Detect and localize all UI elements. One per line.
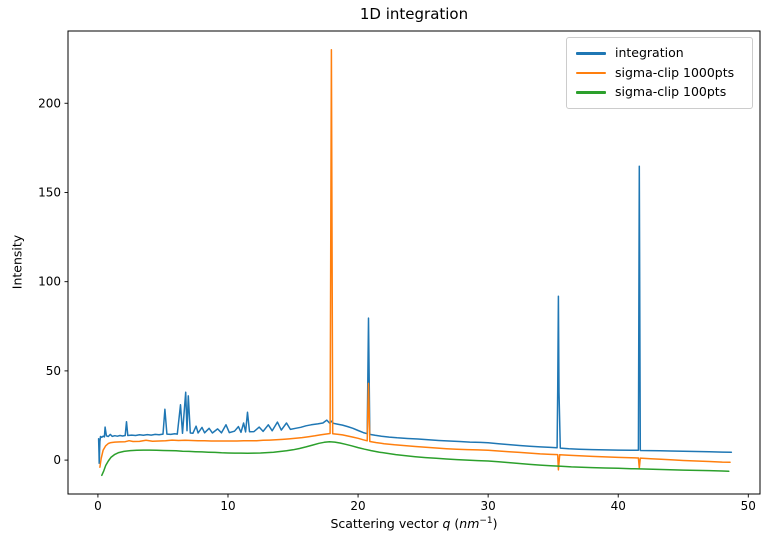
y-tick-label: 100 <box>38 275 61 289</box>
x-tick-label: 50 <box>741 499 756 513</box>
legend-line-integration-icon <box>576 52 606 55</box>
x-axis-ticks: 0 10 20 30 40 50 <box>94 494 756 513</box>
y-tick-label: 0 <box>53 453 61 467</box>
legend-label-sigma-clip-100pts: sigma-clip 100pts <box>615 84 727 100</box>
legend-item-sigma-clip-100pts: sigma-clip 100pts <box>576 86 752 99</box>
legend-line-sigma-clip-100pts-icon <box>576 91 606 94</box>
x-tick-label: 40 <box>611 499 626 513</box>
chart-title: 1D integration <box>359 5 469 23</box>
x-axis-label-unit: nm <box>459 516 480 532</box>
legend-label-integration: integration <box>615 45 684 61</box>
x-tick-label: 20 <box>350 499 365 513</box>
x-tick-label: 30 <box>481 499 496 513</box>
plot-border <box>67 30 761 495</box>
x-tick-label: 10 <box>220 499 235 513</box>
y-tick-label: 200 <box>38 96 61 110</box>
series-line-sigma-clip-100pts <box>101 440 730 477</box>
series-lines <box>97 48 733 477</box>
x-axis-label-text: Scattering vector <box>330 516 443 532</box>
x-tick-label: 0 <box>94 499 102 513</box>
y-tick-label: 150 <box>38 185 61 199</box>
series-line-integration <box>97 165 733 465</box>
y-axis-label: Intensity <box>9 234 25 290</box>
legend-line-sigma-clip-1000pts-icon <box>576 71 606 75</box>
x-axis-label-paren: ( <box>450 516 460 532</box>
x-axis-label-exponent: −1 <box>479 516 493 526</box>
y-tick-label: 50 <box>46 364 61 378</box>
x-axis-label: Scattering vector q (nm−1) <box>68 516 760 531</box>
legend-label-sigma-clip-1000pts: sigma-clip 1000pts <box>615 64 735 80</box>
y-axis-ticks: 0 50 100 150 200 <box>38 96 68 467</box>
legend-item-integration: integration <box>576 47 752 60</box>
x-axis-label-close-paren: ) <box>492 516 498 532</box>
legend-item-sigma-clip-1000pts: sigma-clip 1000pts <box>576 64 752 80</box>
x-axis-label-q: q <box>442 516 451 532</box>
legend: integration sigma-clip 1000pts sigma-cli… <box>566 37 753 109</box>
series-line-sigma-clip-1000pts <box>99 48 731 471</box>
